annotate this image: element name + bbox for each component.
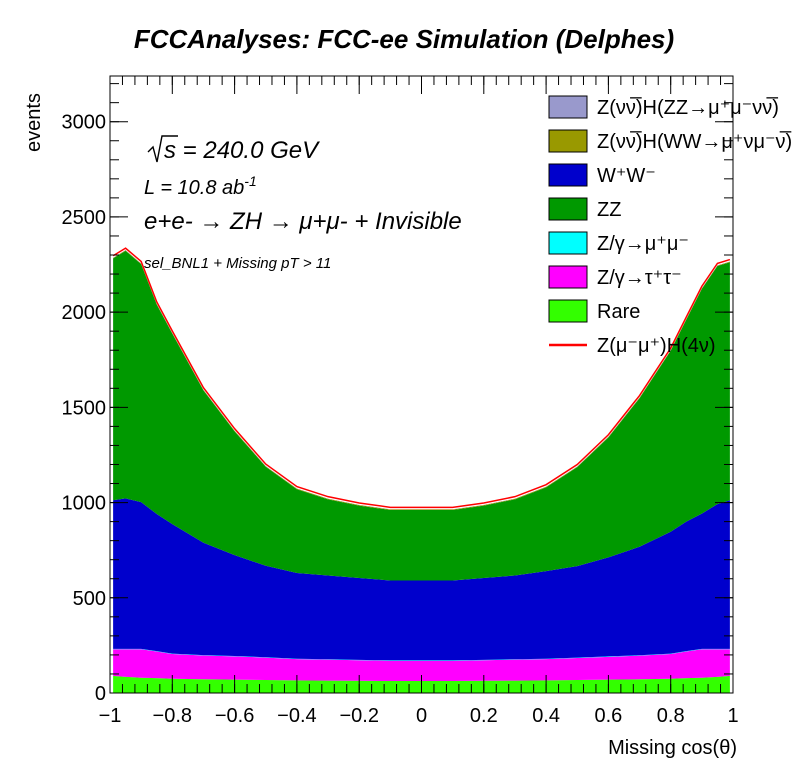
x-axis-label: Missing cos(θ)	[608, 737, 737, 759]
stacked-areas	[113, 250, 730, 693]
legend-label: Z(νν̅)H(WW→μ⁺νμ⁻ν̅)	[597, 130, 792, 153]
y-tick-label: 0	[95, 683, 106, 705]
legend-swatch	[548, 299, 588, 323]
y-tick-label: 2000	[62, 302, 107, 324]
y-axis-label: events	[23, 93, 45, 152]
signal-line	[112, 247, 731, 509]
legend-swatch	[548, 129, 588, 153]
annotation-sqrt-s: s = 240.0 GeV	[164, 137, 320, 164]
x-tick-label: −0.2	[339, 705, 378, 727]
x-tick-label: −0.4	[277, 705, 316, 727]
annotation-lumi: L = 10.8 ab-1	[144, 173, 257, 199]
x-tick-label: −1	[99, 705, 122, 727]
y-tick-label: 1500	[62, 397, 107, 419]
legend-label: Z/γ→τ⁺τ⁻	[597, 267, 682, 289]
x-tick-label: 0	[416, 705, 427, 727]
annotations: s = 240.0 GeV L = 10.8 ab-1 e+e- → ZH → …	[144, 135, 462, 272]
legend-label: Z(μ⁻μ⁺)H(4ν)	[597, 335, 716, 357]
x-tick-label: 0.6	[594, 705, 622, 727]
legend-label: ZZ	[597, 199, 621, 221]
axis-ticks	[109, 76, 734, 694]
legend-label: Rare	[597, 301, 640, 323]
y-tick-labels: 0 500 1000 1500 2000 2500 3000	[62, 112, 107, 705]
legend-label: W⁺W⁻	[597, 165, 656, 187]
legend-label: Z/γ→μ⁺μ⁻	[597, 233, 689, 255]
series-area	[113, 648, 730, 661]
legend-label: Z(νν̅)H(ZZ→μ⁺μ⁻νν̅)	[597, 96, 779, 119]
legend-swatch	[548, 265, 588, 289]
x-tick-label: 0.8	[657, 705, 685, 727]
legend-swatch	[548, 197, 588, 221]
series-area	[113, 649, 730, 682]
x-tick-label: 1	[727, 705, 738, 727]
chart-title: FCCAnalyses: FCC-ee Simulation (Delphes)	[134, 24, 674, 54]
y-tick-label: 3000	[62, 112, 107, 134]
annotation-selection: sel_BNL1 + Missing pT > 11	[144, 255, 331, 272]
signal-line-group	[112, 247, 731, 509]
x-tick-label: 0.4	[532, 705, 560, 727]
y-tick-label: 2500	[62, 207, 107, 229]
annotation-process: e+e- → ZH → μ+μ- + Invisible	[144, 208, 462, 235]
legend: Z(νν̅)H(ZZ→μ⁺μ⁻νν̅) Z(νν̅)H(WW→μ⁺νμ⁻ν̅) W⁺…	[548, 95, 792, 357]
legend-swatch	[548, 163, 588, 187]
y-tick-label: 1000	[62, 493, 107, 515]
series-area	[113, 498, 730, 661]
x-tick-label: 0.2	[470, 705, 498, 727]
x-tick-label: −0.8	[153, 705, 192, 727]
x-tick-labels: −1 −0.8 −0.6 −0.4 −0.2 0 0.2 0.4 0.6 0.8 1	[99, 705, 739, 727]
legend-swatch	[548, 231, 588, 255]
y-tick-label: 500	[73, 588, 106, 610]
x-tick-label: −0.6	[215, 705, 254, 727]
legend-swatch	[548, 95, 588, 119]
sqrt-symbol-icon	[147, 135, 178, 163]
series-area	[113, 250, 730, 581]
